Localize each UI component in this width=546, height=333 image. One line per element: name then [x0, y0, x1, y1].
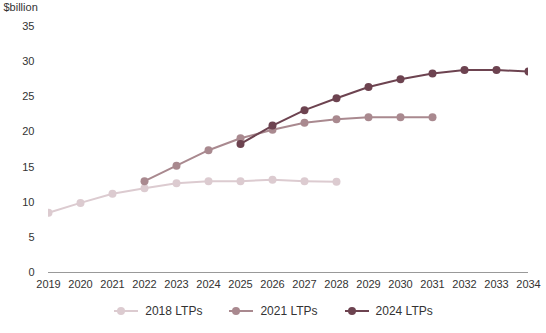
svg-text:2021: 2021	[100, 278, 124, 290]
svg-text:30: 30	[22, 55, 34, 67]
svg-text:2025: 2025	[228, 278, 252, 290]
svg-text:2024: 2024	[196, 278, 220, 290]
svg-text:2023: 2023	[164, 278, 188, 290]
svg-text:25: 25	[22, 90, 34, 102]
html-text:2024 LTPs: 2024 LTPs	[375, 304, 433, 318]
html-text:2021 LTPs: 2021 LTPs	[260, 304, 318, 318]
svg-text:2028: 2028	[324, 278, 348, 290]
svg-text:2027: 2027	[292, 278, 316, 290]
svg-text:2026: 2026	[260, 278, 284, 290]
svg-text:2034: 2034	[516, 278, 540, 290]
svg-text:$billion: $billion	[4, 1, 38, 13]
svg-text:0: 0	[28, 266, 34, 278]
svg-text:10: 10	[22, 196, 34, 208]
svg-text:2019: 2019	[36, 278, 60, 290]
svg-text:2020: 2020	[68, 278, 92, 290]
svg-text:20: 20	[22, 125, 34, 137]
svg-text:35: 35	[22, 20, 34, 32]
svg-text:2033: 2033	[484, 278, 508, 290]
svg-text:2022: 2022	[132, 278, 156, 290]
svg-text:2031: 2031	[420, 278, 444, 290]
svg-text:5: 5	[28, 231, 34, 243]
svg-text:2032: 2032	[452, 278, 476, 290]
svg-text:2029: 2029	[356, 278, 380, 290]
html-text:2018 LTPs: 2018 LTPs	[145, 304, 203, 318]
svg-text:15: 15	[22, 161, 34, 173]
svg-text:2030: 2030	[388, 278, 412, 290]
